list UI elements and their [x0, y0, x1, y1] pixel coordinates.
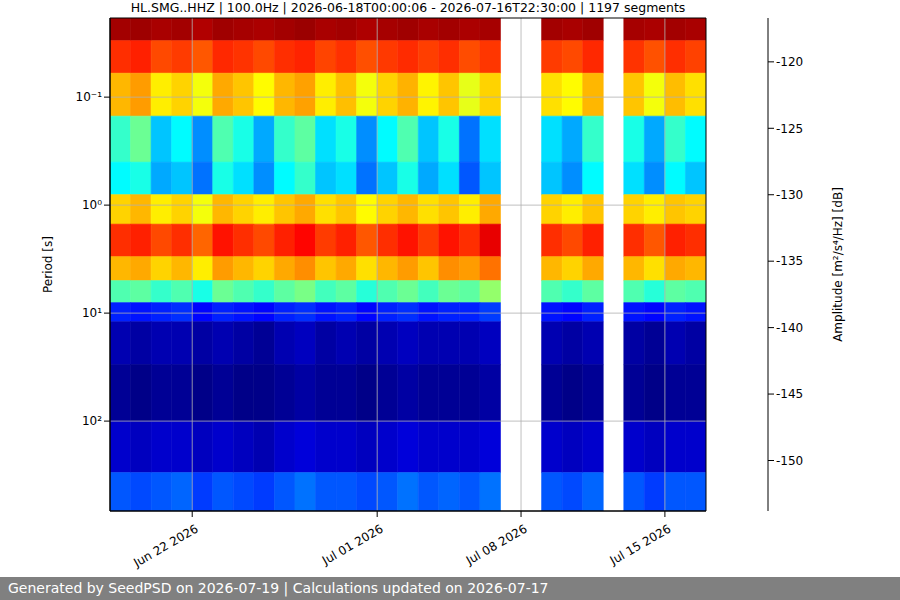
- svg-text:Jul 01 2026: Jul 01 2026: [319, 522, 386, 569]
- svg-text:Jun 22 2026: Jun 22 2026: [130, 522, 200, 571]
- svg-text:-150: -150: [776, 454, 803, 468]
- svg-text:Jul 08 2026: Jul 08 2026: [463, 522, 530, 569]
- svg-text:Amplitude [m²/s⁴/Hz] [dB]: Amplitude [m²/s⁴/Hz] [dB]: [831, 187, 845, 342]
- svg-text:-140: -140: [776, 321, 803, 335]
- svg-text:10⁻¹: 10⁻¹: [76, 90, 103, 104]
- svg-text:Period [s]: Period [s]: [41, 236, 55, 293]
- svg-text:-125: -125: [776, 122, 803, 136]
- html-text:HL.SMG..HHZ | 100.0Hz | 2026-0: HL.SMG..HHZ | 100.0Hz | 2026-06-18T00:00…: [130, 0, 686, 15]
- svg-text:Jul 15 2026: Jul 15 2026: [607, 522, 674, 569]
- svg-text:-130: -130: [776, 188, 803, 202]
- svg-text:-120: -120: [776, 55, 803, 69]
- svg-text:10⁰: 10⁰: [82, 198, 102, 212]
- svg-text:10¹: 10¹: [82, 306, 102, 320]
- svg-text:-135: -135: [776, 254, 803, 268]
- svg-text:-145: -145: [776, 387, 803, 401]
- svg-text:10²: 10²: [82, 414, 102, 428]
- html-text:Generated by SeedPSD on 2026-0: Generated by SeedPSD on 2026-07-19 | Cal…: [8, 580, 549, 596]
